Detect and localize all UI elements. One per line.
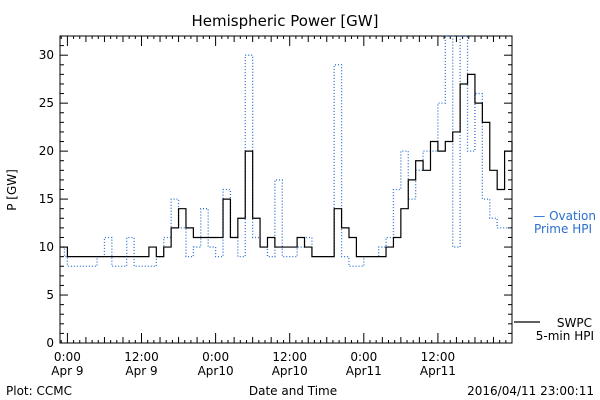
legend-swpc-line2: 5-min HPI [536, 329, 594, 343]
plot-timestamp: 2016/04/11 23:00:11 [467, 384, 594, 398]
y-tick-label: 5 [46, 288, 54, 302]
y-axis-label: P [GW] [5, 169, 19, 211]
chart-title: Hemispheric Power [GW] [192, 12, 379, 30]
x-tick-time-label: 0:00 [350, 350, 377, 364]
y-axis: 0 5 10 15 20 25 30 [39, 35, 512, 350]
y-tick-label: 10 [39, 240, 54, 254]
swpc-hpi-line [60, 73, 513, 258]
x-axis-label: Date and Time [249, 384, 337, 398]
x-tick-date-label: Apr 9 [51, 364, 83, 378]
x-tick-date-label: Apr 9 [125, 364, 157, 378]
x-tick-time-label: 0:00 [54, 350, 81, 364]
x-tick-date-label: Apr11 [420, 364, 456, 378]
plot-credit: Plot: CCMC [6, 384, 72, 398]
x-tick-time-label: 12:00 [421, 350, 456, 364]
x-tick-date-label: Apr10 [272, 364, 308, 378]
x-tick-time-label: 0:00 [202, 350, 229, 364]
plot-frame [59, 35, 513, 344]
series-layer [60, 35, 513, 267]
x-tick-date-label: Apr10 [198, 364, 234, 378]
legend-ovation-line1: — Ovation [533, 209, 596, 223]
y-tick-label: 15 [39, 192, 54, 206]
x-tick-time-label: 12:00 [272, 350, 307, 364]
y-tick-label: 30 [39, 48, 54, 62]
x-tick-time-label: 12:00 [124, 350, 159, 364]
y-tick-label: 20 [39, 144, 54, 158]
legend-swpc-line1: SWPC [557, 316, 592, 330]
x-tick-date-label: Apr11 [346, 364, 382, 378]
y-tick-label: 0 [46, 336, 54, 350]
legend-ovation-line2: Prime HPI [534, 222, 592, 236]
y-tick-label: 25 [39, 96, 54, 110]
ovation-prime-line [60, 35, 512, 267]
